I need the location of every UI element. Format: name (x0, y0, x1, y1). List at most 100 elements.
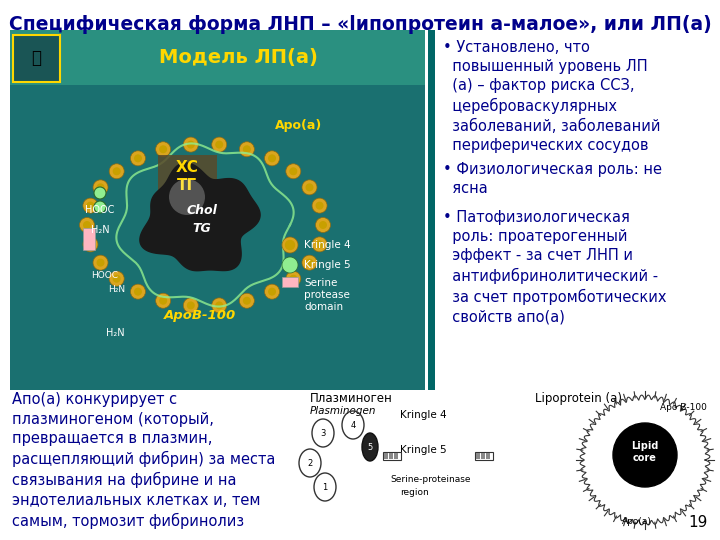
Circle shape (315, 240, 323, 248)
Text: Apo(a): Apo(a) (622, 517, 652, 526)
Text: 4: 4 (351, 421, 356, 429)
Circle shape (312, 198, 327, 213)
Circle shape (282, 257, 298, 273)
Circle shape (96, 259, 104, 267)
Text: H₂N: H₂N (91, 225, 109, 235)
Circle shape (215, 140, 223, 148)
Circle shape (112, 275, 121, 283)
Ellipse shape (362, 433, 378, 461)
Text: • Физиологическая роль: не
  ясна: • Физиологическая роль: не ясна (443, 162, 662, 196)
Circle shape (286, 240, 294, 249)
Text: Plasminogen: Plasminogen (310, 406, 377, 416)
Circle shape (134, 154, 142, 163)
Circle shape (184, 137, 198, 152)
Text: Плазминоген: Плазминоген (310, 392, 392, 405)
Text: ХС: ХС (176, 160, 199, 176)
Circle shape (305, 184, 313, 191)
FancyBboxPatch shape (13, 35, 60, 82)
Circle shape (215, 301, 223, 309)
Circle shape (239, 293, 254, 308)
Circle shape (264, 151, 279, 166)
Circle shape (109, 164, 124, 179)
Bar (383, 452, 401, 460)
Circle shape (613, 423, 677, 487)
Circle shape (268, 288, 276, 296)
Text: Модель ЛП(а): Модель ЛП(а) (159, 48, 318, 67)
Text: domain: domain (304, 302, 343, 312)
Circle shape (268, 154, 276, 163)
Text: HOOC: HOOC (91, 271, 119, 280)
Circle shape (94, 187, 106, 199)
Circle shape (156, 142, 171, 157)
Circle shape (243, 145, 251, 153)
Text: Chol: Chol (186, 205, 217, 218)
Circle shape (186, 301, 195, 309)
Bar (394, 453, 398, 459)
Circle shape (239, 142, 254, 157)
Text: Serine: Serine (304, 278, 338, 288)
Text: 5: 5 (367, 442, 373, 451)
FancyBboxPatch shape (158, 155, 217, 199)
Text: H₂N: H₂N (109, 286, 125, 294)
Text: 19: 19 (688, 515, 708, 530)
Text: • Установлено, что
  повышенный уровень ЛП
  (а) – фактор риска ССЗ,
  цереброва: • Установлено, что повышенный уровень ЛП… (443, 40, 660, 153)
Text: 1: 1 (323, 483, 328, 491)
Circle shape (83, 221, 91, 229)
Bar (384, 453, 388, 459)
Circle shape (86, 201, 94, 210)
Circle shape (315, 201, 323, 210)
Text: region: region (400, 488, 428, 497)
Circle shape (159, 297, 167, 305)
Circle shape (315, 218, 330, 233)
Bar (83, 228, 95, 250)
Circle shape (96, 184, 104, 191)
Text: TG: TG (193, 222, 212, 235)
Bar (282, 277, 298, 287)
Circle shape (169, 179, 205, 215)
Bar (486, 453, 490, 459)
Text: HOOC: HOOC (85, 205, 114, 215)
Circle shape (159, 145, 167, 153)
Circle shape (302, 180, 317, 195)
Circle shape (109, 271, 124, 286)
Polygon shape (140, 163, 260, 271)
Bar (475, 452, 493, 460)
Circle shape (184, 298, 198, 313)
Text: Апо(а) конкурирует с
плазминогеном (который,
превращается в плазмин,
расщепляющи: Апо(а) конкурирует с плазминогеном (кото… (12, 392, 275, 529)
Circle shape (289, 167, 297, 176)
Circle shape (264, 284, 279, 299)
Text: Специфическая форма ЛНП – «lипопротеин а-малое», или ЛП(а): Специфическая форма ЛНП – «lипопротеин а… (9, 15, 711, 34)
Circle shape (83, 198, 98, 213)
Text: Kringle 4: Kringle 4 (304, 240, 351, 250)
Circle shape (302, 255, 317, 270)
Circle shape (79, 218, 94, 233)
Text: 🏛: 🏛 (32, 49, 42, 66)
Circle shape (282, 237, 298, 253)
Circle shape (312, 237, 327, 252)
Circle shape (134, 288, 142, 296)
Text: ApoB-100: ApoB-100 (164, 308, 236, 321)
Circle shape (94, 201, 106, 213)
Circle shape (212, 137, 227, 152)
Circle shape (186, 140, 195, 148)
Bar (476, 453, 480, 459)
Text: • Патофизиологическая
  роль: проатерогенный
  эффект - за счет ЛНП и
  антифибр: • Патофизиологическая роль: проатерогенн… (443, 210, 667, 324)
Circle shape (212, 298, 227, 313)
Bar (428, 30, 435, 390)
Text: ТГ: ТГ (177, 178, 197, 192)
Circle shape (83, 237, 98, 252)
Text: Apo B-100: Apo B-100 (660, 403, 707, 413)
Text: Kringle 5: Kringle 5 (400, 445, 446, 455)
Bar (389, 453, 393, 459)
Circle shape (130, 151, 145, 166)
Circle shape (286, 271, 301, 286)
Circle shape (319, 221, 327, 229)
Circle shape (243, 297, 251, 305)
Text: Kringle 5: Kringle 5 (304, 260, 351, 270)
Circle shape (289, 275, 297, 283)
Text: Kringle 4: Kringle 4 (400, 410, 446, 420)
Circle shape (156, 293, 171, 308)
Circle shape (86, 240, 94, 248)
Text: 2: 2 (307, 458, 312, 468)
Text: Serine-proteinase: Serine-proteinase (390, 475, 470, 484)
